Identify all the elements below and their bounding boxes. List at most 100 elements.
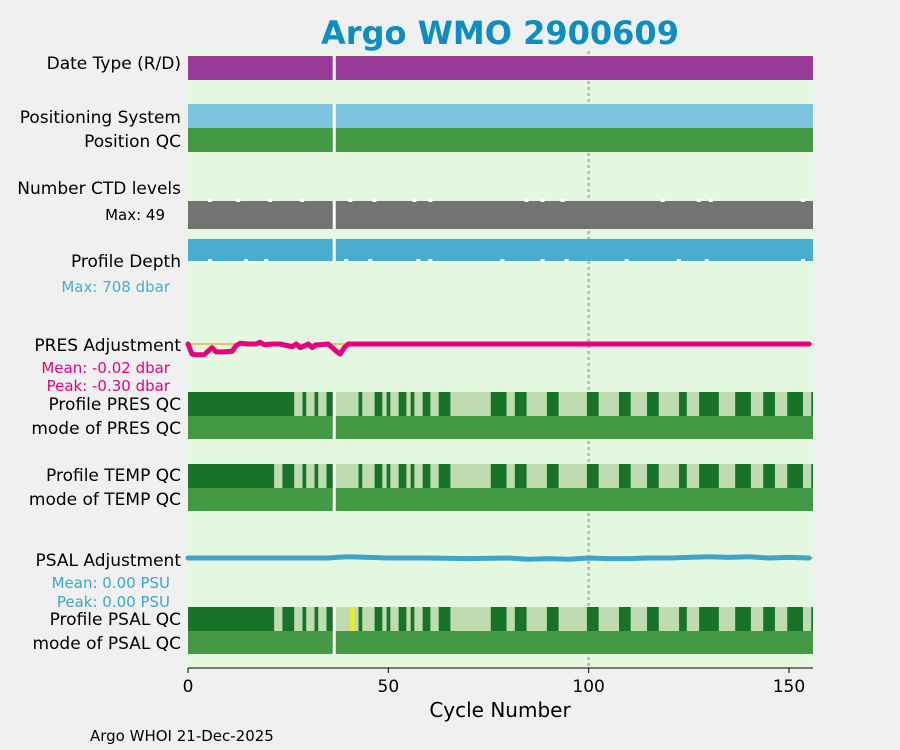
missing-cycle-gap bbox=[332, 607, 336, 654]
row-label-profile-depth: Profile Depth bbox=[71, 252, 181, 272]
temp-qc-bar bbox=[188, 464, 813, 488]
temp-qc-light-cycle bbox=[362, 464, 367, 488]
pres-qc-light-cycle bbox=[542, 392, 547, 416]
psal-qc-light-cycle bbox=[434, 607, 439, 631]
psal-qc-light-cycle bbox=[274, 607, 279, 631]
psal-qc-light-cycle bbox=[638, 607, 644, 631]
pres-qc-light-cycle bbox=[510, 392, 515, 416]
row-label-profile-temp-qc: Profile TEMP QC bbox=[46, 466, 181, 486]
psal-qc-flag-cycle bbox=[350, 607, 355, 631]
psal-qc-light-cycle bbox=[354, 607, 359, 631]
pres-qc-light-cycle bbox=[470, 392, 475, 416]
ctd-levels-mark bbox=[524, 199, 529, 202]
temp-qc-light-cycle bbox=[718, 464, 724, 488]
missing-cycle-gap bbox=[332, 464, 336, 511]
psal-qc-light-cycle bbox=[730, 607, 736, 631]
profile-depth-mark bbox=[208, 259, 213, 262]
psal-qc-light-cycle bbox=[558, 607, 563, 631]
x-axis: 0 50 100 150 bbox=[183, 667, 813, 697]
chart-title: Argo WMO 2900609 bbox=[321, 14, 679, 52]
psal-qc-light-cycle bbox=[634, 607, 640, 631]
psal-qc-light-cycle bbox=[338, 607, 343, 631]
profile-depth-mark bbox=[540, 259, 545, 262]
pres-qc-light-cycle bbox=[478, 392, 483, 416]
psal-qc-light-cycle bbox=[662, 607, 668, 631]
row-label-profile-pres-qc: Profile PRES QC bbox=[48, 395, 181, 415]
missing-cycle-gap bbox=[332, 201, 336, 229]
psal-qc-light-cycle bbox=[566, 607, 571, 631]
ctd-levels-mark bbox=[300, 199, 305, 202]
temp-qc-light-cycle bbox=[530, 464, 535, 488]
temp-qc-light-cycle bbox=[342, 464, 347, 488]
temp-qc-light-cycle bbox=[658, 464, 664, 488]
pres-qc-light-cycle bbox=[458, 392, 463, 416]
temp-qc-light-cycle bbox=[406, 464, 411, 488]
temp-qc-light-cycle bbox=[730, 464, 736, 488]
temp-qc-light-cycle bbox=[482, 464, 487, 488]
psal-qc-light-cycle bbox=[478, 607, 483, 631]
ctd-levels-mark bbox=[428, 199, 433, 202]
psal-qc-light-cycle bbox=[486, 607, 491, 631]
temp-qc-light-cycle bbox=[694, 464, 700, 488]
temp-qc-light-cycle bbox=[382, 464, 387, 488]
row-label-psal-adjustment: PSAL Adjustment bbox=[36, 551, 182, 571]
psal-qc-light-cycle bbox=[726, 607, 732, 631]
pres-qc-light-cycle bbox=[418, 392, 423, 416]
ctd-levels-mark bbox=[236, 199, 241, 202]
psal-qc-light-cycle bbox=[606, 607, 611, 631]
missing-cycle-gap bbox=[332, 239, 336, 261]
psal-qc-light-cycle bbox=[722, 607, 728, 631]
temp-qc-light-cycle bbox=[470, 464, 475, 488]
pres-qc-light-cycle bbox=[430, 392, 435, 416]
psal-adjustment-peak: Peak: 0.00 PSU bbox=[57, 593, 170, 611]
temp-qc-light-cycle bbox=[430, 464, 435, 488]
psal-qc-light-cycle bbox=[462, 607, 467, 631]
psal-qc-light-cycle bbox=[458, 607, 463, 631]
psal-qc-light-cycle bbox=[318, 607, 323, 631]
psal-qc-light-cycle bbox=[342, 607, 347, 631]
temp-qc-light-cycle bbox=[606, 464, 611, 488]
temp-qc-light-cycle bbox=[526, 464, 531, 488]
temp-qc-light-cycle bbox=[510, 464, 515, 488]
temp-qc-light-cycle bbox=[754, 464, 760, 488]
temp-qc-light-cycle bbox=[782, 464, 788, 488]
psal-qc-light-cycle bbox=[510, 607, 515, 631]
psal-qc-light-cycle bbox=[782, 607, 788, 631]
ctd-levels-mark bbox=[708, 199, 713, 202]
psal-qc-light-cycle bbox=[530, 607, 535, 631]
pres-qc-light-cycle bbox=[758, 392, 764, 416]
psal-qc-light-cycle bbox=[394, 607, 399, 631]
psal-qc-light-cycle bbox=[474, 607, 479, 631]
psal-qc-light-cycle bbox=[542, 607, 547, 631]
psal-qc-light-cycle bbox=[602, 607, 607, 631]
temp-qc-light-cycle bbox=[318, 464, 323, 488]
pres-qc-light-cycle bbox=[350, 392, 355, 416]
temp-qc-light-cycle bbox=[274, 464, 279, 488]
x-tick-label: 50 bbox=[378, 677, 400, 697]
ctd-levels-mark bbox=[800, 199, 805, 202]
psal-qc-light-cycle bbox=[298, 607, 303, 631]
psal-qc-light-cycle bbox=[758, 607, 764, 631]
psal-qc-light-cycle bbox=[506, 607, 511, 631]
psal-qc-light-cycle bbox=[294, 607, 299, 631]
row-label-position-qc: Position QC bbox=[84, 132, 181, 152]
pres-qc-light-cycle bbox=[298, 392, 303, 416]
temp-qc-light-cycle bbox=[322, 464, 327, 488]
ctd-levels-bar bbox=[188, 201, 813, 229]
psal-qc-light-cycle bbox=[630, 607, 636, 631]
footer-credit: Argo WHOI 21-Dec-2025 bbox=[90, 727, 274, 745]
temp-qc-light-cycle bbox=[582, 464, 587, 488]
row-label-pres-adjustment: PRES Adjustment bbox=[34, 336, 181, 356]
temp-qc-light-cycle bbox=[418, 464, 423, 488]
plot-background bbox=[188, 51, 813, 668]
pres-qc-light-cycle bbox=[318, 392, 323, 416]
temp-qc-light-cycle bbox=[570, 464, 575, 488]
temp-qc-light-cycle bbox=[726, 464, 732, 488]
pres-qc-light-cycle bbox=[666, 392, 672, 416]
psal-qc-light-cycle bbox=[538, 607, 543, 631]
pres-qc-light-cycle bbox=[414, 392, 419, 416]
pres-qc-light-cycle bbox=[638, 392, 644, 416]
pres-qc-light-cycle bbox=[450, 392, 455, 416]
temp-qc-light-cycle bbox=[614, 464, 619, 488]
temp-qc-light-cycle bbox=[458, 464, 463, 488]
